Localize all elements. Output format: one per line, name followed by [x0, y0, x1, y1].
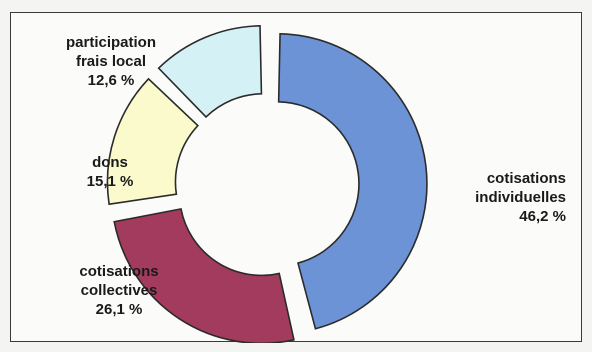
slice-label-line: participation: [65, 34, 157, 51]
slice-percent: 12,6 %: [87, 72, 135, 89]
slice-label-line: individuelles: [475, 189, 566, 206]
label-participation-frais-local: participation frais local 12,6 %: [66, 33, 156, 90]
slice-percent: 15,1 %: [86, 173, 134, 190]
slice-label-line: frais local: [75, 53, 147, 70]
label-dons: dons 15,1 %: [87, 153, 134, 191]
slice-label-line: dons: [92, 154, 128, 171]
slice-percent: 26,1 %: [95, 301, 143, 318]
label-cotisations-collectives: cotisations collectives 26,1 %: [79, 262, 158, 319]
slice-label-line: collectives: [80, 282, 158, 299]
donut-chart: [106, 24, 428, 343]
donut-slice-2: [106, 77, 200, 206]
donut-slice-0: [277, 33, 428, 330]
donut-slice-1: [113, 207, 295, 343]
slice-label-line: cotisations: [486, 170, 566, 187]
donut-slice-3: [157, 24, 263, 119]
label-cotisations-individuelles: cotisations individuelles 46,2 %: [475, 169, 566, 226]
chart-frame: participation frais local 12,6 % dons 15…: [10, 12, 582, 343]
slice-label-line: cotisations: [79, 263, 159, 280]
slice-percent: 46,2 %: [519, 208, 566, 225]
